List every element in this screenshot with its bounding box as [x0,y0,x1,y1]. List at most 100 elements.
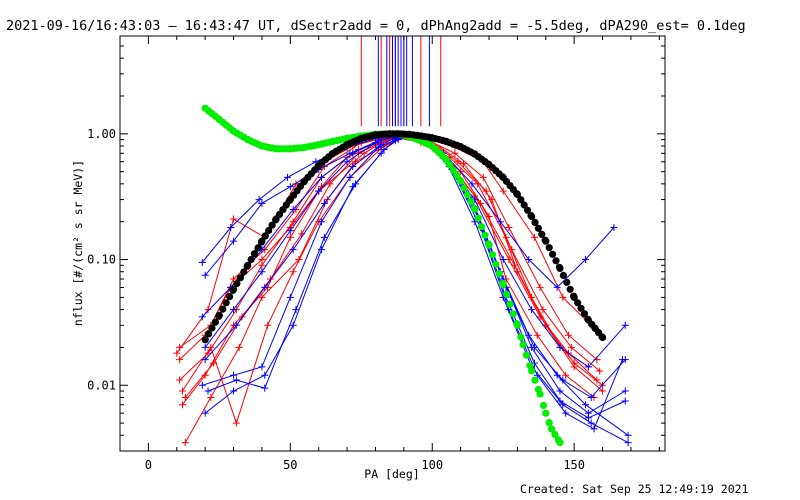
blue-series-6-crosses-point [374,143,382,151]
black-fit-point [534,224,543,232]
blue-series-6-crosses-point [587,419,595,427]
black-fit-point [240,268,248,276]
blue-series-2-crosses-point [286,183,294,191]
red-series-1-crosses-point [230,275,238,283]
red-series-4-crosses-point [562,371,570,379]
red-series-8-crosses-point [488,196,496,204]
black-fit-point [559,271,568,279]
red-series-1-line [179,134,598,360]
black-fit-point [222,299,230,307]
green-fit-point [488,251,496,259]
blue-series-4-crosses-point [230,306,238,314]
blue-series-7-crosses [204,132,626,433]
black-fit-point [250,250,259,258]
red-series-8-crosses-point [266,275,274,283]
red-series-1-crosses [176,131,601,364]
x-tick-label: 50 [283,458,297,472]
green-fit [201,104,564,447]
red-series-1-crosses-point [536,283,544,291]
green-fit-point [509,310,517,318]
red-series-4-crosses-point [295,256,303,264]
blue-series-6-crosses-point [198,381,206,389]
black-fit-point [233,279,241,288]
blue-series-2-crosses-point [528,306,536,314]
blue-series-7-crosses-point [590,425,598,433]
blue-series-1-line [201,133,615,289]
green-fit-point [513,321,522,329]
red-series-7-crosses-point [258,256,266,264]
green-fit-point [539,401,548,410]
red-series-4-crosses-point [207,393,215,401]
blue-series-7-crosses-point [618,356,626,364]
blue-series-4-crosses-point [624,431,632,439]
blue-series-2-crosses-point [499,256,507,264]
x-axis-label: PA [deg] [364,467,419,481]
black-fit-point [244,261,252,269]
red-series-3-crosses-point [286,233,294,241]
blue-series-8-crosses-point [230,387,238,395]
green-fit-point [547,425,556,433]
blue-series-1-crosses-point [468,180,476,188]
red-series-5-crosses-point [173,349,181,357]
black-fit-point [268,221,276,229]
blue-series-8-crosses-point [261,371,269,379]
blue-series-5-crosses-point [289,246,297,254]
black-fit-point [226,293,234,301]
blue-series-2-crosses-point [584,363,592,371]
red-series-1-crosses-point [505,223,513,231]
red-series-8-crosses-point [210,359,218,367]
black-fit [201,130,607,344]
blue-series-4-crosses-point [201,343,209,351]
black-fit-point [545,244,553,252]
black-fit-point [556,264,564,272]
blue-series-8-crosses-point [377,149,385,157]
blue-series-1-crosses-point [283,173,291,181]
red-series-6-crosses-point [289,268,297,276]
green-fit-point [517,333,525,341]
blue-series-5-crosses-point [349,162,357,170]
black-fit-point [517,196,525,204]
black-fit-point [563,278,571,286]
blue-series-4-crosses-point [553,371,561,379]
red-series-4-crosses-point [181,439,189,447]
black-fit-point [215,311,223,319]
red-series-2-crosses-point [596,367,604,375]
red-series-5-crosses-point [230,215,238,223]
blue-series-7-crosses-point [261,384,269,392]
black-fit-point [549,250,557,258]
black-fit-point [254,244,262,252]
red-series-8-crosses-point [570,363,578,371]
green-fit-point [542,409,550,417]
blue-series-3-crosses-point [318,173,326,181]
red-series-7-crosses-point [176,356,184,364]
black-fit-point [265,226,273,235]
series-layer [173,104,632,447]
y-tick-label: 0.10 [87,253,116,267]
green-fit-point [449,166,457,174]
black-fit-point [258,237,266,245]
black-fit-point [201,336,209,344]
y-tick-label: 1.00 [87,127,116,141]
blue-series-3-crosses-point [198,313,206,321]
green-fit-point [446,161,454,169]
created-timestamp: Created: Sat Sep 25 12:49:19 2021 [520,482,749,496]
black-fit-point [247,255,255,264]
blue-series-5-crosses-point [528,343,536,351]
red-series-5-crosses-point [530,233,538,241]
red-series-1-crosses-point [564,331,572,339]
blue-series-5-crosses-point [556,387,564,395]
red-series-4-crosses-point [258,293,266,301]
red-series-8-crosses-point [181,393,189,401]
blue-series-4-crosses-point [286,227,294,235]
red-series-4-crosses-point [533,331,541,339]
blue-series-1-crosses-point [553,283,561,291]
black-fit-point [570,293,578,301]
green-fit-point [485,241,493,249]
blue-series-6-crosses-point [230,371,238,379]
blue-series-8-crosses-point [471,218,479,226]
red-series-2-crosses-point [539,306,547,314]
green-fit-point [536,390,544,398]
black-fit-point [229,285,238,293]
green-fit-point [503,290,511,299]
red-series-8-crosses-point [513,268,521,276]
